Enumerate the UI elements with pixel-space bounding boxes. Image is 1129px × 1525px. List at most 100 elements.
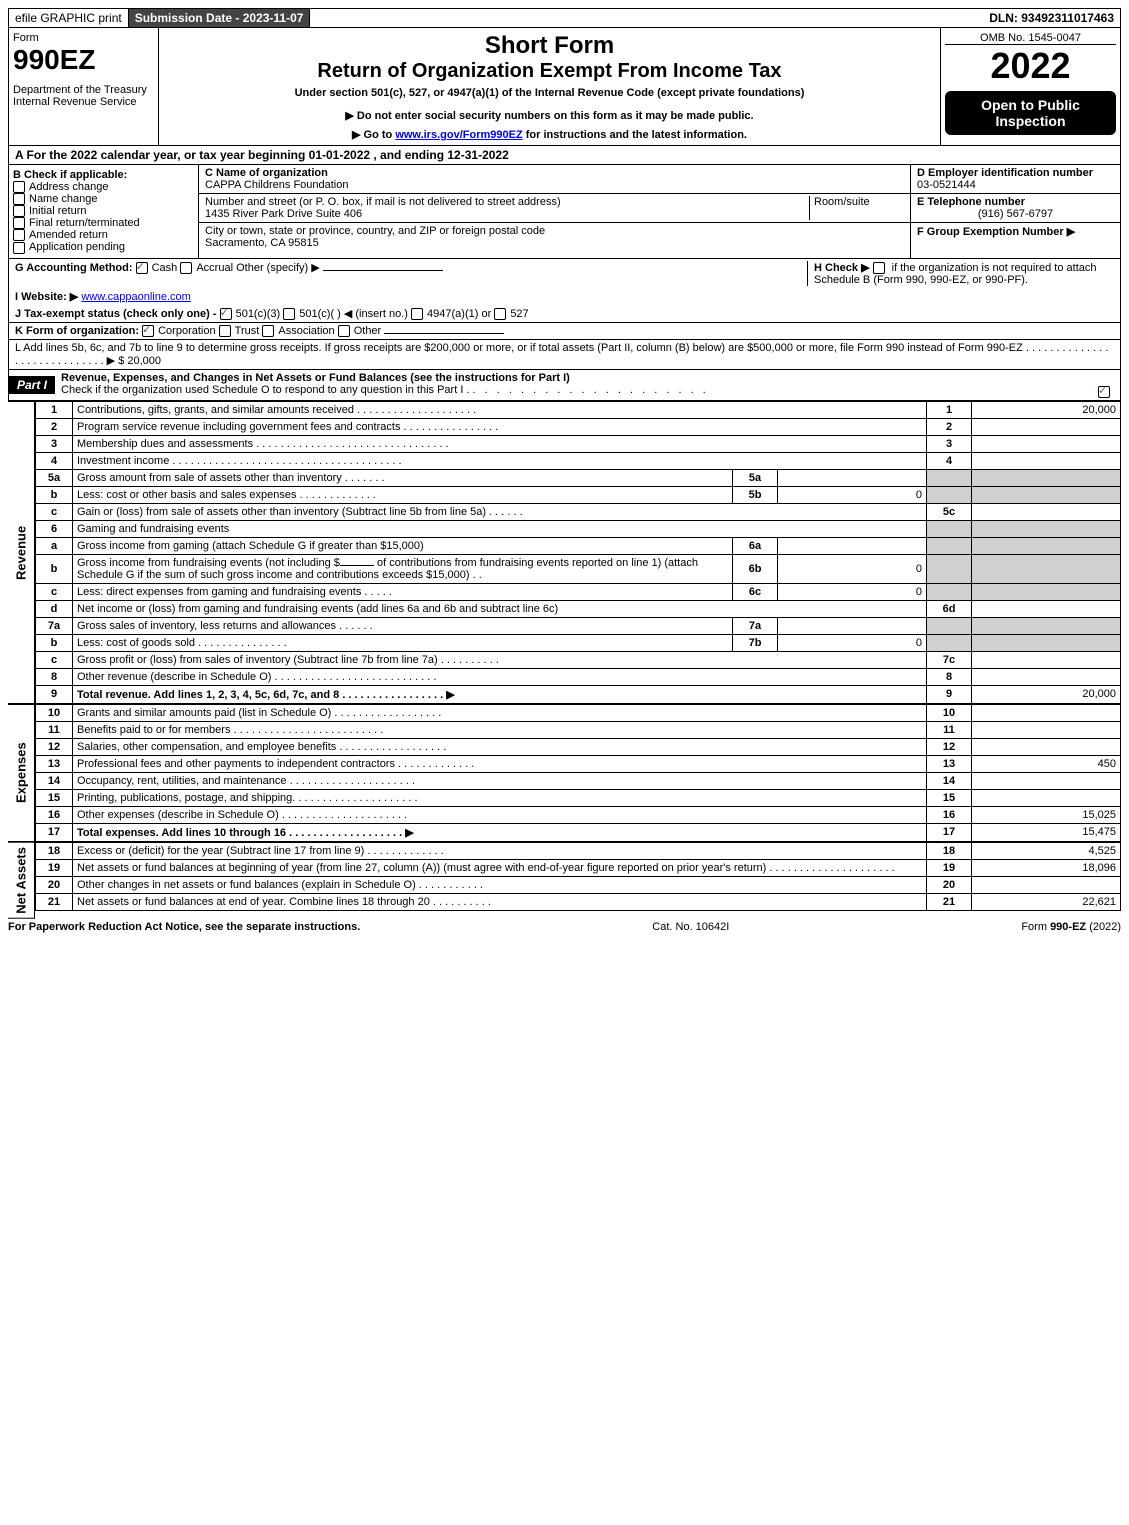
section-e: E Telephone number (916) 567-6797 <box>911 194 1120 223</box>
ein-value: 03-0521444 <box>917 179 1114 191</box>
lineno: 2 <box>927 418 972 435</box>
shade <box>972 520 1121 537</box>
check-association[interactable] <box>262 325 274 337</box>
netassets-side-label: Net Assets <box>8 842 35 919</box>
check-4947[interactable] <box>411 308 423 320</box>
lineno: 16 <box>927 806 972 823</box>
city: Sacramento, CA 95815 <box>205 237 904 249</box>
shade <box>927 634 972 651</box>
section-l: L Add lines 5b, 6c, and 7b to line 9 to … <box>9 339 1120 369</box>
amount <box>972 503 1121 520</box>
desc: Net assets or fund balances at end of ye… <box>73 893 927 910</box>
line-5c: cGain or (loss) from sale of assets othe… <box>36 503 1121 520</box>
amount <box>972 452 1121 469</box>
ln: 5a <box>36 469 73 486</box>
no-ssn-warning: ▶ Do not enter social security numbers o… <box>163 109 936 122</box>
dots: . . . . . . . . . . . . . . . . . . . . <box>473 384 709 396</box>
ln: 18 <box>36 842 73 859</box>
desc: Less: direct expenses from gaming and fu… <box>73 583 733 600</box>
desc: Printing, publications, postage, and shi… <box>73 789 927 806</box>
check-address-change[interactable]: Address change <box>13 181 194 193</box>
line-15: 15Printing, publications, postage, and s… <box>36 789 1121 806</box>
check-501c[interactable] <box>283 308 295 320</box>
cb-label: Initial return <box>29 205 86 217</box>
shade <box>927 520 972 537</box>
top-bar: efile GRAPHIC print Submission Date - 20… <box>8 8 1121 28</box>
cb-label: Amended return <box>29 229 108 241</box>
check-corporation[interactable] <box>142 325 154 337</box>
line-3: 3Membership dues and assessments . . . .… <box>36 435 1121 452</box>
other-specify-input[interactable] <box>323 270 443 271</box>
amount <box>972 721 1121 738</box>
check-cash[interactable] <box>136 262 148 274</box>
desc: Gross amount from sale of assets other t… <box>73 469 733 486</box>
check-trust[interactable] <box>219 325 231 337</box>
line-7c: cGross profit or (loss) from sales of in… <box>36 651 1121 668</box>
revenue-section: Revenue 1Contributions, gifts, grants, a… <box>8 401 1121 704</box>
check-final-return[interactable]: Final return/terminated <box>13 217 194 229</box>
line-4: 4Investment income . . . . . . . . . . .… <box>36 452 1121 469</box>
revenue-side-label: Revenue <box>8 401 35 704</box>
netassets-section: Net Assets 18Excess or (deficit) for the… <box>8 842 1121 919</box>
lineno: 1 <box>927 401 972 418</box>
netassets-table: 18Excess or (deficit) for the year (Subt… <box>35 842 1121 911</box>
sub-lineno: 6c <box>733 583 778 600</box>
other-org-input[interactable] <box>384 333 504 334</box>
desc: Gain or (loss) from sale of assets other… <box>73 503 927 520</box>
line-16: 16Other expenses (describe in Schedule O… <box>36 806 1121 823</box>
check-name-change[interactable]: Name change <box>13 193 194 205</box>
check-accrual[interactable] <box>180 262 192 274</box>
goto-prefix: ▶ Go to <box>352 129 395 141</box>
header-left: Form 990EZ Department of the Treasury In… <box>9 28 159 145</box>
desc: Excess or (deficit) for the year (Subtra… <box>73 842 927 859</box>
contrib-amount-input[interactable] <box>340 565 374 566</box>
dln: DLN: 93492311017463 <box>983 9 1120 27</box>
return-title: Return of Organization Exempt From Incom… <box>163 60 936 83</box>
section-a: A For the 2022 calendar year, or tax yea… <box>8 146 1121 165</box>
city-label: City or town, state or province, country… <box>205 225 904 237</box>
ln: b <box>36 554 73 583</box>
line-6c: cLess: direct expenses from gaming and f… <box>36 583 1121 600</box>
line-11: 11Benefits paid to or for members . . . … <box>36 721 1121 738</box>
section-g: G Accounting Method: Cash Accrual Other … <box>15 261 807 286</box>
section-f: F Group Exemption Number ▶ <box>911 223 1120 240</box>
amount <box>972 738 1121 755</box>
website-label: I Website: ▶ <box>15 291 78 303</box>
lineno: 15 <box>927 789 972 806</box>
check-initial-return[interactable]: Initial return <box>13 205 194 217</box>
line-5a: 5aGross amount from sale of assets other… <box>36 469 1121 486</box>
shade <box>972 486 1121 503</box>
short-form-title: Short Form <box>163 32 936 60</box>
expenses-section: Expenses 10Grants and similar amounts pa… <box>8 704 1121 842</box>
amount <box>972 435 1121 452</box>
check-amended-return[interactable]: Amended return <box>13 229 194 241</box>
amount: 20,000 <box>972 401 1121 418</box>
ln: 17 <box>36 823 73 841</box>
amount: 20,000 <box>972 685 1121 703</box>
desc: Net assets or fund balances at beginning… <box>73 859 927 876</box>
org-name: CAPPA Childrens Foundation <box>205 179 904 191</box>
check-h[interactable] <box>873 262 885 274</box>
line-2: 2Program service revenue including gover… <box>36 418 1121 435</box>
section-h: H Check ▶ if the organization is not req… <box>807 261 1114 286</box>
section-d: D Employer identification number 03-0521… <box>911 165 1120 194</box>
other-label: Other (specify) ▶ <box>236 262 320 274</box>
check-schedule-o[interactable] <box>1098 386 1110 398</box>
lineno: 8 <box>927 668 972 685</box>
amount <box>972 651 1121 668</box>
ln: c <box>36 503 73 520</box>
check-527[interactable] <box>494 308 506 320</box>
check-other-org[interactable] <box>338 325 350 337</box>
line-20: 20Other changes in net assets or fund ba… <box>36 876 1121 893</box>
check-501c3[interactable] <box>220 308 232 320</box>
check-application-pending[interactable]: Application pending <box>13 241 194 253</box>
amount <box>972 704 1121 721</box>
amount: 450 <box>972 755 1121 772</box>
lineno: 12 <box>927 738 972 755</box>
street-row: Number and street (or P. O. box, if mail… <box>199 194 910 223</box>
line-6a: aGross income from gaming (attach Schedu… <box>36 537 1121 554</box>
website-link[interactable]: www.cappaonline.com <box>81 291 190 303</box>
goto-link[interactable]: www.irs.gov/Form990EZ <box>395 129 522 141</box>
phone-value: (916) 567-6797 <box>917 208 1114 220</box>
cb-label: Name change <box>29 193 98 205</box>
